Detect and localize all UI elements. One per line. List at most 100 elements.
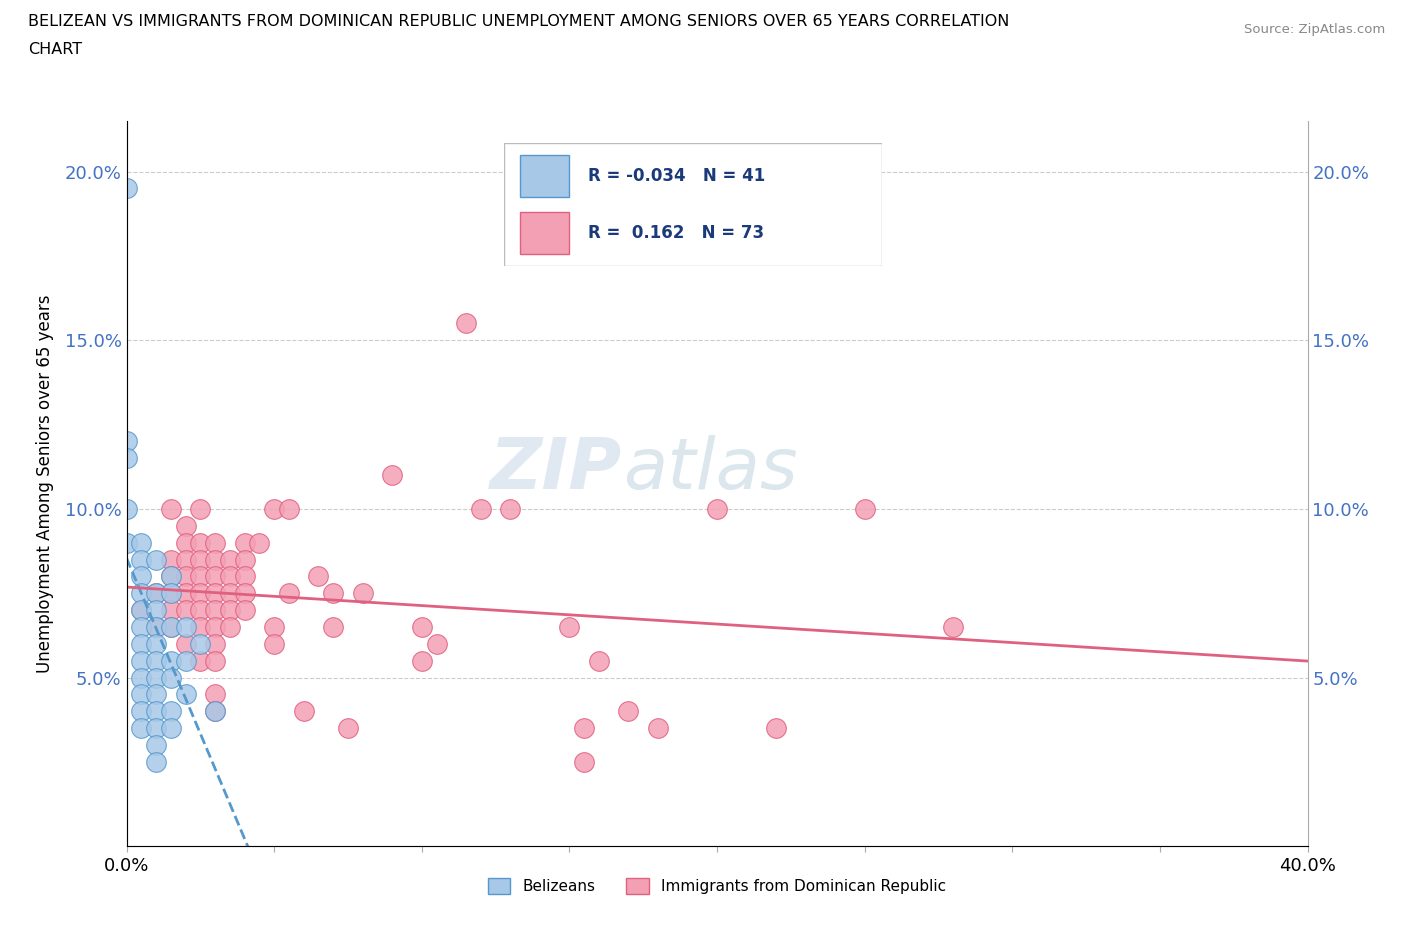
Point <box>454 316 477 331</box>
Point <box>174 552 197 567</box>
Point <box>159 552 183 567</box>
Y-axis label: Unemployment Among Seniors over 65 years: Unemployment Among Seniors over 65 years <box>35 295 53 672</box>
Point <box>499 501 522 516</box>
Point <box>647 721 669 736</box>
Point <box>204 687 226 702</box>
Point <box>470 501 492 516</box>
Point <box>145 754 167 769</box>
Point <box>188 586 211 601</box>
Point <box>129 687 153 702</box>
Point <box>188 569 211 584</box>
Point <box>115 501 138 516</box>
Point <box>159 653 183 668</box>
Point <box>129 721 153 736</box>
Text: Source: ZipAtlas.com: Source: ZipAtlas.com <box>1244 23 1385 36</box>
Point <box>145 619 167 634</box>
Point <box>558 619 581 634</box>
Point <box>129 653 153 668</box>
Point <box>129 704 153 719</box>
Text: CHART: CHART <box>28 42 82 57</box>
Point <box>381 468 404 483</box>
Point <box>145 671 167 685</box>
Point <box>853 501 876 516</box>
Point <box>145 721 167 736</box>
Point <box>145 636 167 651</box>
Legend: Belizeans, Immigrants from Dominican Republic: Belizeans, Immigrants from Dominican Rep… <box>481 872 953 900</box>
Point <box>574 754 596 769</box>
Point <box>278 501 301 516</box>
Point <box>204 636 226 651</box>
Point <box>174 636 197 651</box>
Point <box>219 619 242 634</box>
Point <box>204 603 226 618</box>
Point <box>145 586 167 601</box>
Point <box>174 569 197 584</box>
Point <box>129 671 153 685</box>
Point <box>188 619 211 634</box>
Point <box>233 569 256 584</box>
Point <box>174 653 197 668</box>
Point <box>159 671 183 685</box>
Point <box>115 451 138 466</box>
Point <box>115 181 138 196</box>
Point <box>263 636 285 651</box>
Point <box>204 535 226 550</box>
Point <box>263 501 285 516</box>
Point <box>765 721 787 736</box>
Text: atlas: atlas <box>623 434 797 503</box>
Point <box>188 552 211 567</box>
Point <box>129 636 153 651</box>
Point <box>174 586 197 601</box>
Point <box>129 569 153 584</box>
Point <box>159 619 183 634</box>
Point <box>159 501 183 516</box>
Point <box>233 535 256 550</box>
Point <box>145 687 167 702</box>
Point <box>145 586 167 601</box>
Point <box>188 501 211 516</box>
Point <box>159 569 183 584</box>
Point <box>219 586 242 601</box>
Point <box>159 586 183 601</box>
Point <box>159 619 183 634</box>
Point <box>145 603 167 618</box>
Point <box>129 603 153 618</box>
Point <box>307 569 329 584</box>
Point <box>159 603 183 618</box>
Point <box>352 586 374 601</box>
Point <box>278 586 301 601</box>
Point <box>129 535 153 550</box>
Point <box>204 619 226 634</box>
Point <box>617 704 640 719</box>
Point <box>322 586 344 601</box>
Text: BELIZEAN VS IMMIGRANTS FROM DOMINICAN REPUBLIC UNEMPLOYMENT AMONG SENIORS OVER 6: BELIZEAN VS IMMIGRANTS FROM DOMINICAN RE… <box>28 14 1010 29</box>
Point <box>174 603 197 618</box>
Point <box>942 619 965 634</box>
Point <box>233 552 256 567</box>
Point <box>159 721 183 736</box>
Point <box>233 586 256 601</box>
Point <box>247 535 270 550</box>
Point <box>204 653 226 668</box>
Point <box>188 535 211 550</box>
Text: ZIP: ZIP <box>491 434 623 503</box>
Point <box>129 619 153 634</box>
Point <box>188 653 211 668</box>
Point <box>145 653 167 668</box>
Point <box>322 619 344 634</box>
Point <box>145 737 167 752</box>
Point <box>263 619 285 634</box>
Point <box>174 535 197 550</box>
Point <box>337 721 360 736</box>
Point <box>159 586 183 601</box>
Point <box>174 619 197 634</box>
Point <box>425 636 447 651</box>
Point <box>204 586 226 601</box>
Point <box>233 603 256 618</box>
Point <box>145 619 167 634</box>
Point <box>574 721 596 736</box>
Point <box>411 619 433 634</box>
Point <box>204 569 226 584</box>
Point <box>159 704 183 719</box>
Point <box>188 603 211 618</box>
